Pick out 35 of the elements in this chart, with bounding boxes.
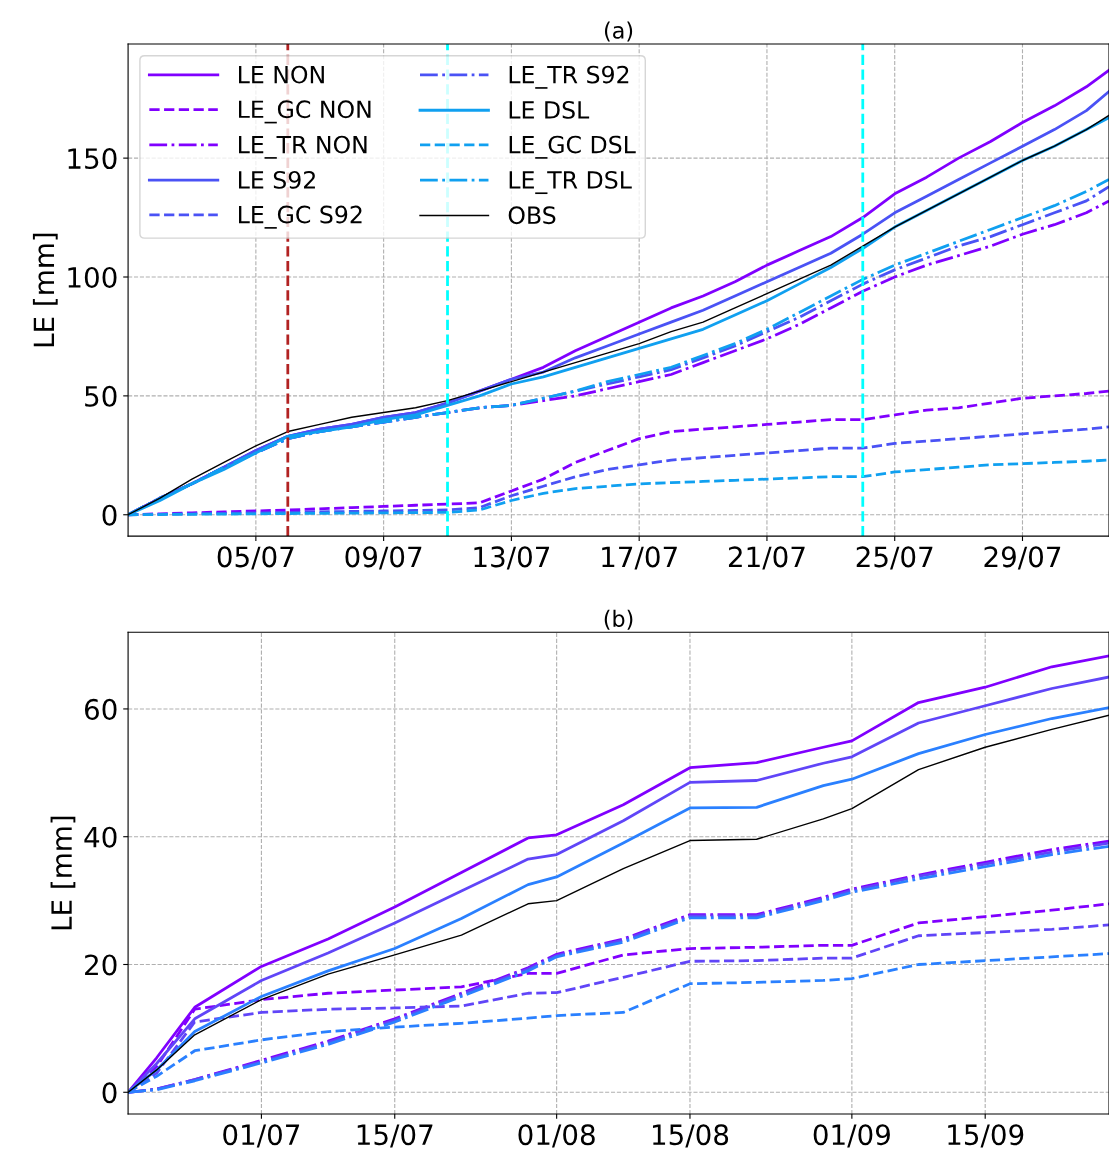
legend-label: LE DSL: [509, 100, 590, 119]
legend-label: LE_GC NON: [239, 100, 371, 124]
legend-label: OBS: [508, 206, 556, 225]
x-tick-label: 01/09: [813, 1124, 890, 1148]
y-tick-label: 40: [84, 826, 117, 848]
y-tick-label: 60: [84, 698, 117, 720]
x-tick-label: 25/07: [856, 546, 933, 570]
y-tick-label: 0: [102, 1082, 117, 1104]
x-tick-label: 01/08: [518, 1124, 595, 1148]
x-tick-label: 15/09: [948, 1124, 1024, 1148]
x-tick-label: 01/07: [223, 1124, 300, 1148]
y-tick-label: 50: [85, 385, 117, 407]
x-tick-label: 29/07: [984, 546, 1061, 570]
legend-label: LE_GC S92: [239, 205, 362, 229]
y-tick-label: 150: [68, 148, 117, 170]
y-axis-title: LE [mm]: [32, 233, 58, 347]
legend-label: LE_TR NON: [239, 135, 367, 159]
x-tick-label: 21/07: [728, 546, 805, 570]
x-tick-label: 13/07: [474, 546, 550, 570]
x-tick-label: 17/07: [602, 546, 677, 570]
y-tick-label: 100: [68, 266, 117, 288]
x-tick-label: 15/08: [653, 1124, 729, 1148]
chart-title: (b): [604, 609, 633, 630]
y-axis-title: LE [mm]: [50, 816, 76, 930]
y-tick-label: 0: [102, 504, 117, 526]
legend-label: LE NON: [239, 65, 324, 84]
x-tick-label: 15/07: [357, 1124, 433, 1148]
x-tick-label: 05/07: [217, 546, 294, 570]
legend-label: LE S92: [239, 170, 315, 189]
y-tick-label: 20: [85, 954, 117, 976]
chart-title: (a): [604, 21, 633, 42]
legend-label: LE_GC DSL: [509, 135, 636, 159]
x-tick-label: 09/07: [345, 546, 422, 570]
legend-label: LE_TR DSL: [509, 170, 632, 195]
legend-label: LE_TR S92: [509, 65, 629, 89]
